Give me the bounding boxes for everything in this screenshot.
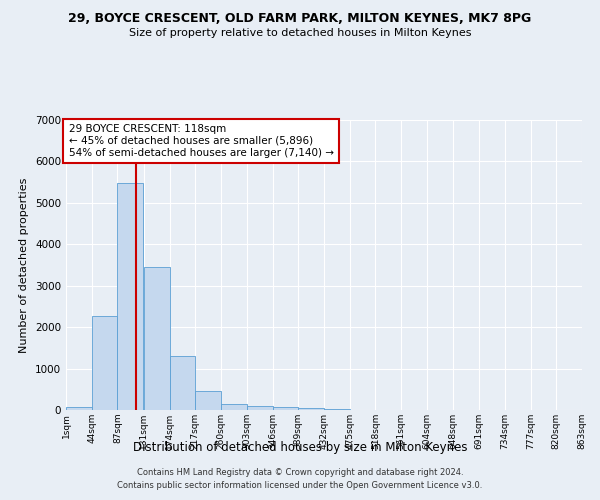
Bar [221,404,247,410]
Bar [170,356,195,410]
Text: 29 BOYCE CRESCENT: 118sqm
← 45% of detached houses are smaller (5,896)
54% of se: 29 BOYCE CRESCENT: 118sqm ← 45% of detac… [68,124,334,158]
Text: 29, BOYCE CRESCENT, OLD FARM PARK, MILTON KEYNES, MK7 8PG: 29, BOYCE CRESCENT, OLD FARM PARK, MILTO… [68,12,532,26]
Bar [66,406,92,410]
Text: Contains HM Land Registry data © Crown copyright and database right 2024.: Contains HM Land Registry data © Crown c… [137,468,463,477]
Text: Distribution of detached houses by size in Milton Keynes: Distribution of detached houses by size … [133,441,467,454]
Bar [298,408,324,410]
Bar [144,268,170,410]
Text: Size of property relative to detached houses in Milton Keynes: Size of property relative to detached ho… [129,28,471,38]
Bar [195,390,221,410]
Bar [92,316,118,410]
Bar [272,407,298,410]
Bar [247,406,272,410]
Bar [118,183,143,410]
Text: Contains public sector information licensed under the Open Government Licence v3: Contains public sector information licen… [118,480,482,490]
Y-axis label: Number of detached properties: Number of detached properties [19,178,29,352]
Bar [324,409,350,410]
